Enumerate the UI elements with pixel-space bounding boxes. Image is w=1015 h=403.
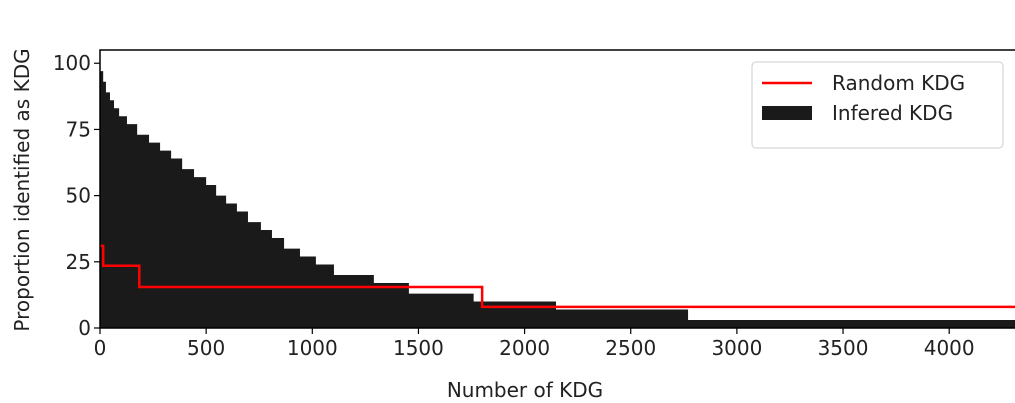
y-tick-label: 50 [66, 184, 91, 208]
legend-box [751, 61, 1004, 149]
step-line [100, 244, 1015, 309]
x-tick-label: 3500 [818, 336, 869, 360]
step-area [100, 71, 1015, 328]
legend-label: Infered KDG [832, 101, 953, 125]
y-tick-label: 0 [78, 316, 91, 340]
x-tick-label: 1500 [393, 336, 444, 360]
y-tick-label: 75 [66, 117, 91, 141]
axes-frame [99, 49, 1015, 329]
x-axis-label: Number of KDG [447, 378, 603, 402]
y-axis-label: Proportion identified as KDG [10, 48, 34, 331]
x-tick-label: 1000 [287, 336, 338, 360]
x-tick-label: 3000 [711, 336, 762, 360]
y-tick-label: 100 [53, 51, 91, 75]
x-tick-label: 4000 [924, 336, 975, 360]
x-tick-label: 500 [187, 336, 225, 360]
y-tick-label: 25 [66, 250, 91, 274]
x-tick-label: 2000 [499, 336, 550, 360]
x-tick-label: 2500 [605, 336, 656, 360]
legend-swatch [762, 106, 812, 120]
legend-label: Random KDG [832, 71, 965, 95]
x-tick-label: 0 [94, 336, 107, 360]
